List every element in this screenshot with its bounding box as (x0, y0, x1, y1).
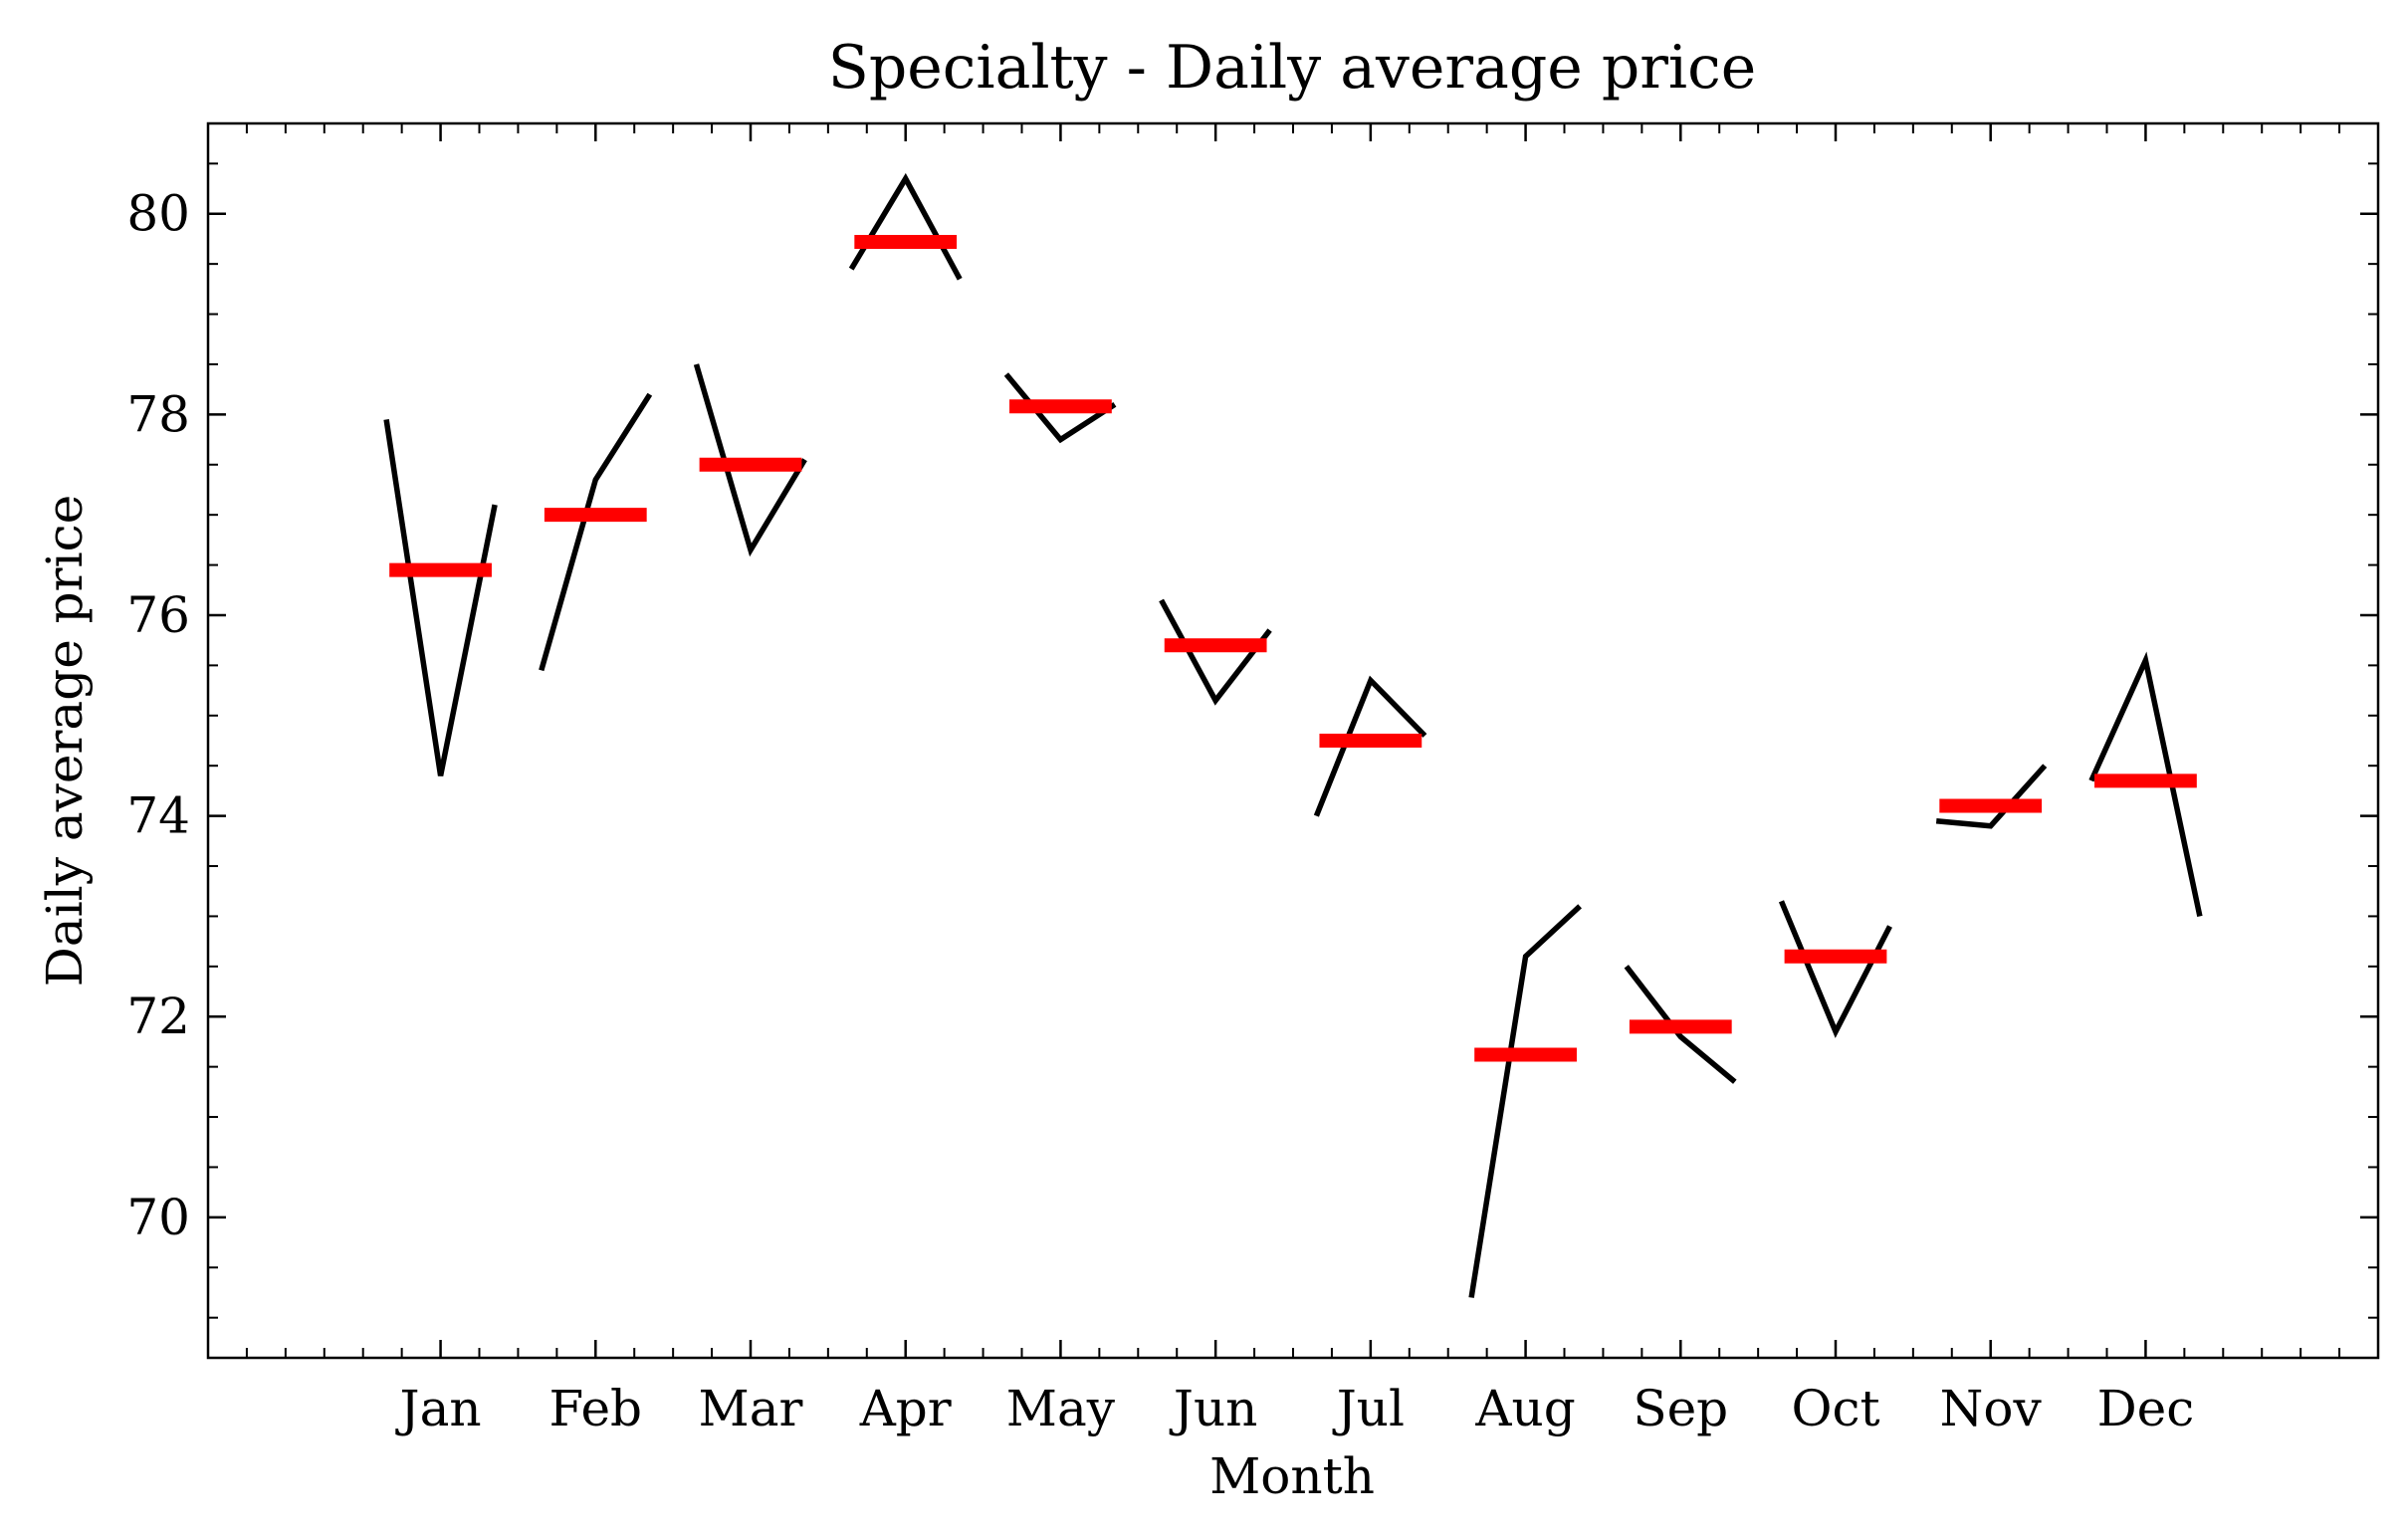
x-tick-label-apr: Apr (859, 1380, 952, 1437)
y-tick-label: 80 (126, 185, 190, 243)
y-tick-label: 76 (126, 586, 190, 644)
x-tick-label-mar: Mar (699, 1380, 803, 1437)
x-axis-label: Month (1209, 1447, 1375, 1505)
subseries-line-sep (1624, 965, 1737, 1084)
y-tick-label: 70 (126, 1189, 190, 1246)
y-tick-label: 74 (126, 787, 190, 845)
y-axis-label: Daily average price (36, 495, 94, 987)
subseries-line-jul (1313, 675, 1427, 817)
x-tick-label-nov: Nov (1940, 1380, 2043, 1437)
subseries-line-may (1003, 372, 1117, 444)
subseries-line-dec (2088, 651, 2203, 917)
x-tick-label-sep: Sep (1633, 1380, 1728, 1437)
y-tick-label: 78 (126, 385, 190, 443)
x-tick-label-jul: Jul (1332, 1380, 1405, 1437)
subseries-line-jun (1159, 598, 1272, 706)
subseries-line-jan (383, 418, 498, 776)
x-tick-label-dec: Dec (2097, 1380, 2195, 1437)
x-tick-label-jan: Jan (395, 1380, 482, 1437)
subseries-line-aug (1468, 904, 1582, 1298)
plot-area: 70 72 74 76 78 80 Jan Feb Mar Apr May Jun Jul Aug Sep O… (126, 123, 2379, 1437)
x-tick-label-aug: Aug (1474, 1380, 1575, 1437)
x-tick-label-oct: Oct (1791, 1380, 1879, 1437)
plot-frame (206, 121, 2380, 1360)
x-tick-label-may: May (1006, 1380, 1116, 1437)
subseries-line-mar (693, 363, 807, 557)
y-tick-label: 72 (126, 988, 190, 1045)
chart-title: Specialty - Daily average price (828, 33, 1756, 103)
x-tick-label-feb: Feb (549, 1380, 643, 1437)
subseries-line-feb (539, 392, 653, 672)
x-tick-label-jun: Jun (1169, 1380, 1257, 1437)
subseries-line-nov (1935, 764, 2048, 829)
